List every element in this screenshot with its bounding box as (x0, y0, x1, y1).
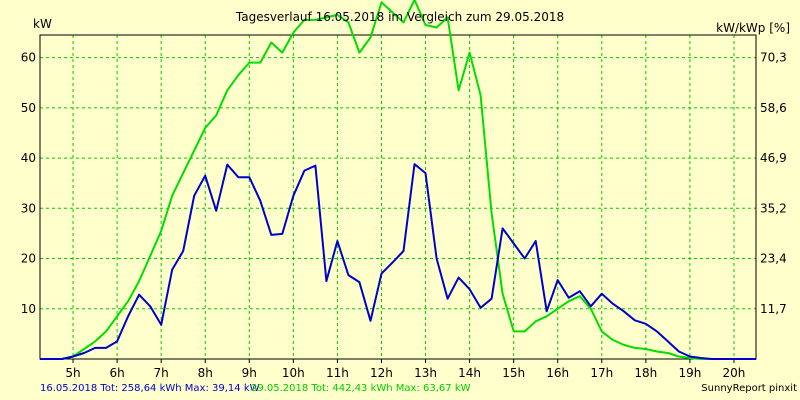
x-tick-label: 13h (414, 366, 437, 380)
footer-credit: SunnyReport pinxit (701, 383, 797, 394)
x-tick-label: 11h (326, 366, 349, 380)
y-left-tick-label: 30 (21, 201, 36, 215)
series-line-1 (40, 163, 756, 360)
x-tick-label: 5h (65, 366, 80, 380)
x-tick-label: 19h (678, 366, 701, 380)
x-tick-label: 7h (154, 366, 169, 380)
y-axis-right-label: kW/kWp [%] (716, 21, 790, 35)
x-tick-label: 6h (109, 366, 124, 380)
y-right-tick-label: 11,7 (760, 302, 787, 316)
y-left-tick-label: 60 (21, 51, 36, 65)
footer-series2-summary: 29.05.2018 Tot: 442,43 kWh Max: 63,67 kW (251, 383, 471, 394)
x-tick-label: 9h (242, 366, 257, 380)
y-right-tick-label: 70,3 (760, 51, 787, 65)
y-right-tick-label: 58,6 (760, 101, 787, 115)
x-tick-label: 12h (370, 366, 393, 380)
y-right-tick-label: 46,9 (760, 151, 787, 165)
series-line-2 (40, 0, 756, 360)
plot-area (40, 35, 756, 359)
y-left-tick-label: 40 (21, 151, 36, 165)
y-right-tick-label: 23,4 (760, 252, 787, 266)
y-right-tick-label: 35,2 (760, 201, 787, 215)
y-left-tick-label: 20 (21, 252, 36, 266)
y-axis-left-label: kW (33, 17, 52, 31)
x-tick-label: 8h (198, 366, 213, 380)
x-tick-label: 15h (502, 366, 525, 380)
x-tick-label: 14h (458, 366, 481, 380)
x-tick-label: 17h (590, 366, 613, 380)
y-left-tick-label: 50 (21, 101, 36, 115)
footer-series1-summary: 16.05.2018 Tot: 258,64 kWh Max: 39,14 kW (40, 383, 260, 394)
plot-frame (39, 34, 757, 360)
y-left-tick-label: 10 (21, 302, 36, 316)
x-tick-label: 10h (282, 366, 305, 380)
x-tick-label: 18h (634, 366, 657, 380)
x-tick-label: 20h (723, 366, 746, 380)
chart-title: Tagesverlauf 16.05.2018 im Vergleich zum… (235, 10, 565, 24)
x-tick-label: 16h (546, 366, 569, 380)
